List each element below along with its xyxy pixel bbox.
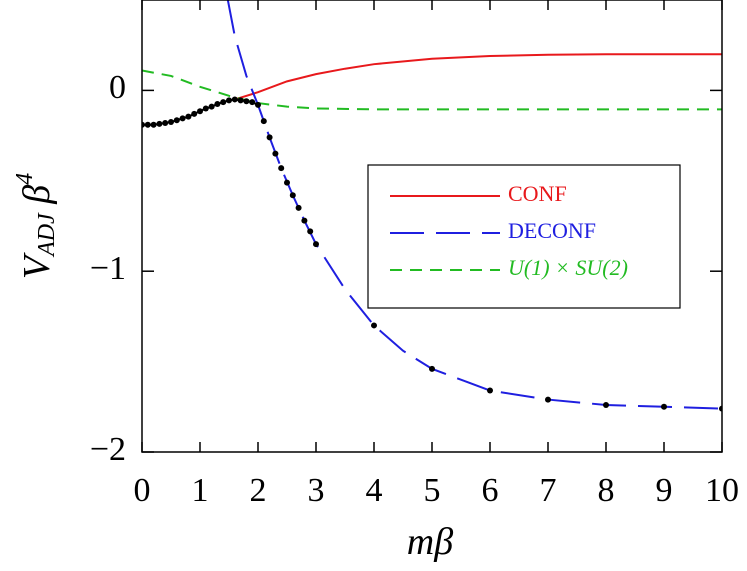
y-tick-label: −1 [90,250,126,287]
data-point [179,115,186,122]
data-point [197,108,203,115]
x-tick-label: 4 [366,472,383,509]
data-point [202,105,209,112]
data-point [185,113,192,120]
data-point [150,121,157,128]
x-tick-label: 2 [250,472,267,509]
plot-frame [141,0,723,453]
data-point [429,365,435,372]
y-label-sup: 4 [12,173,38,185]
x-tick-label: 3 [308,472,325,509]
y-tick-label: 0 [109,69,126,106]
x-label-rest: β [433,521,453,563]
y-label-main: V [16,252,58,279]
data-point [191,110,198,117]
data-point [278,165,285,172]
data-point [371,322,377,329]
data-point [220,99,227,106]
data-point [162,119,169,126]
x-label-main: m [407,521,434,563]
data-point [284,179,290,186]
y-tick-label: −2 [90,431,126,468]
x-tick-label: 8 [598,472,615,509]
data-point [313,241,319,248]
data-point [661,403,667,410]
data-point [226,97,232,104]
data-point [603,401,609,408]
legend-label: DECONF [508,218,596,243]
data-point [301,217,308,224]
x-tick-label: 9 [656,472,673,509]
data-point [173,117,180,124]
x-tick-label: 7 [540,472,557,509]
data-point [208,103,215,110]
plot-area [142,0,722,412]
y-label-rest: β [16,185,58,214]
series-line [142,69,722,111]
y-label-sub: ADJ [34,212,60,258]
data-point [266,134,273,141]
x-tick-label: 5 [424,472,441,509]
data-point [255,101,261,108]
data-point [214,100,221,107]
legend-label: CONF [508,181,567,206]
x-tick-label: 0 [134,472,151,509]
data-point [295,204,302,211]
legend-box [367,164,681,309]
data-point [487,387,493,394]
x-tick-label: 1 [192,472,209,509]
y-axis-label: VADJ β4 [12,173,60,279]
x-tick-label: 6 [482,472,499,509]
legend-label: U(1) × SU(2) [508,255,628,280]
data-point [289,192,296,199]
series-line [234,53,722,101]
series-line [226,0,722,410]
data-point [272,150,279,157]
data-point [545,396,551,403]
data-point [243,98,250,105]
data-point [237,97,244,104]
data-point [231,96,238,103]
x-tick-label: 10 [705,472,739,509]
data-point [260,118,267,125]
data-point [156,120,163,127]
data-point [249,99,256,106]
x-axis-label: mβ [407,521,453,563]
data-point [144,121,151,128]
data-point [168,119,174,126]
data-point [307,228,314,235]
